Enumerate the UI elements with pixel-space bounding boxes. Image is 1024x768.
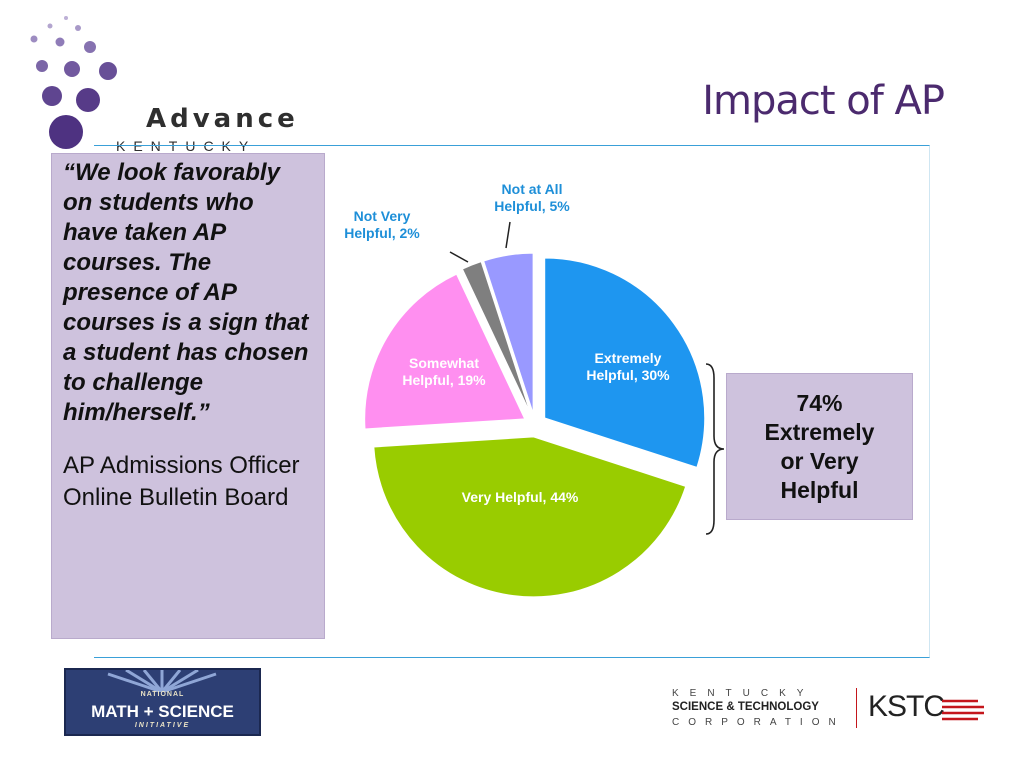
kstc-stripes-icon	[942, 699, 984, 721]
pie-chart: Extremely Helpful, 30% Very Helpful, 44% So…	[344, 181, 706, 598]
nmsi-initiative: INITIATIVE	[134, 722, 191, 729]
kstc-divider	[856, 688, 857, 728]
quote-source: AP Admissions Officer Online Bulletin Bo…	[63, 452, 300, 511]
pie-slice-extremely-helpful	[544, 257, 706, 469]
quote-text: “We look favorably on students who have …	[63, 159, 309, 426]
content-frame	[94, 145, 930, 658]
nmsi-main: MATH + SCIENCE	[91, 702, 234, 721]
data-label: Very Helpful, 44%	[462, 489, 579, 505]
advance-kentucky-logo: Advance KENTUCKY	[20, 12, 295, 154]
data-label: Somewhat Helpful, 19%	[402, 355, 486, 388]
pie-slice-somewhat-helpful	[364, 273, 526, 430]
kstc-line2: SCIENCE & TECHNOLOGY	[672, 701, 819, 713]
slide-title: Impact of AP	[702, 78, 945, 124]
kstc-line3: CORPORATION	[672, 717, 845, 728]
summary-text: 74% Extremely or Very Helpful	[764, 389, 875, 503]
nmsi-logo: NATIONAL MATH + SCIENCE INITIATIVE	[64, 668, 261, 736]
data-label: Not at All Helpful, 5%	[494, 181, 570, 214]
sunburst-icon	[107, 670, 217, 692]
kstc-line1: KENTUCKY	[672, 688, 815, 699]
data-label: Not Very Helpful, 2%	[344, 208, 420, 241]
leader-line	[449, 251, 469, 263]
logo-dots-icon	[30, 16, 117, 149]
pie-slice-very-helpful	[373, 436, 687, 598]
data-label: Extremely Helpful, 30%	[586, 350, 670, 383]
kstc-abbr: KSTC	[868, 690, 945, 723]
kstc-logo: KENTUCKY SCIENCE & TECHNOLOGY CORPORATIO…	[672, 688, 992, 732]
pie-slice-not-very-helpful	[461, 261, 532, 415]
summary-box: 74% Extremely or Very Helpful	[726, 373, 913, 520]
logo-wordmark: Advance	[146, 104, 299, 134]
logo-tagline: KENTUCKY	[116, 138, 257, 154]
brace-icon	[705, 363, 725, 535]
pie-slice-not-at-all-helpful	[483, 252, 534, 414]
quote-box: “We look favorably on students who have …	[51, 153, 325, 639]
nmsi-national: NATIONAL	[140, 691, 185, 698]
leader-line	[505, 221, 511, 249]
